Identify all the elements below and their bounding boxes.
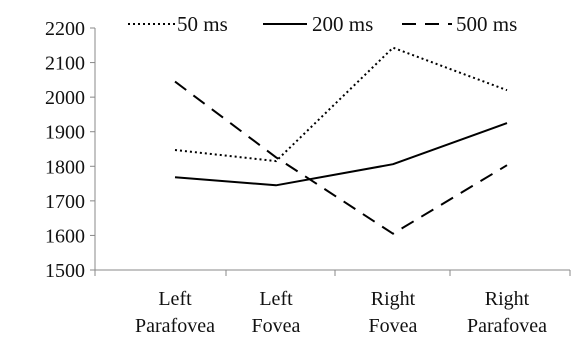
y-tick-label: 1700 (45, 191, 85, 213)
y-tick-label: 1500 (45, 260, 85, 282)
y-tick-label: 1600 (45, 225, 85, 247)
legend-label: 200 ms (312, 12, 373, 36)
y-axis: 1500 1600 1700 1800 1900 2000 2100 2200 (45, 18, 96, 282)
y-tick-label: 1900 (45, 122, 85, 144)
y-tick-label: 2000 (45, 87, 85, 109)
x-tick-label: Left (158, 288, 192, 310)
x-tick-label: Fovea (252, 315, 301, 337)
series-line-50-ms (174, 46, 508, 163)
x-tick-label: Right (371, 288, 416, 310)
x-tick-label: Parafovea (135, 315, 215, 337)
legend-label: 50 ms (177, 12, 228, 36)
y-tick-label: 1800 (45, 156, 85, 178)
x-tick-label: Parafovea (467, 315, 547, 337)
x-tick-label: Right (485, 288, 530, 310)
x-tick-label: Fovea (369, 315, 418, 337)
legend-label: 500 ms (456, 12, 517, 36)
legend: 50 ms 200 ms 500 ms (128, 12, 517, 36)
x-axis: Left Parafovea Left Fovea Right Fovea Right Par… (94, 269, 571, 337)
series-line-500-ms (174, 80, 508, 235)
x-tick-label: Left (259, 288, 293, 310)
series-line-200-ms (174, 122, 508, 187)
y-tick-label: 2200 (45, 18, 85, 40)
y-tick-label: 2100 (45, 53, 85, 75)
series-lines (174, 46, 508, 235)
